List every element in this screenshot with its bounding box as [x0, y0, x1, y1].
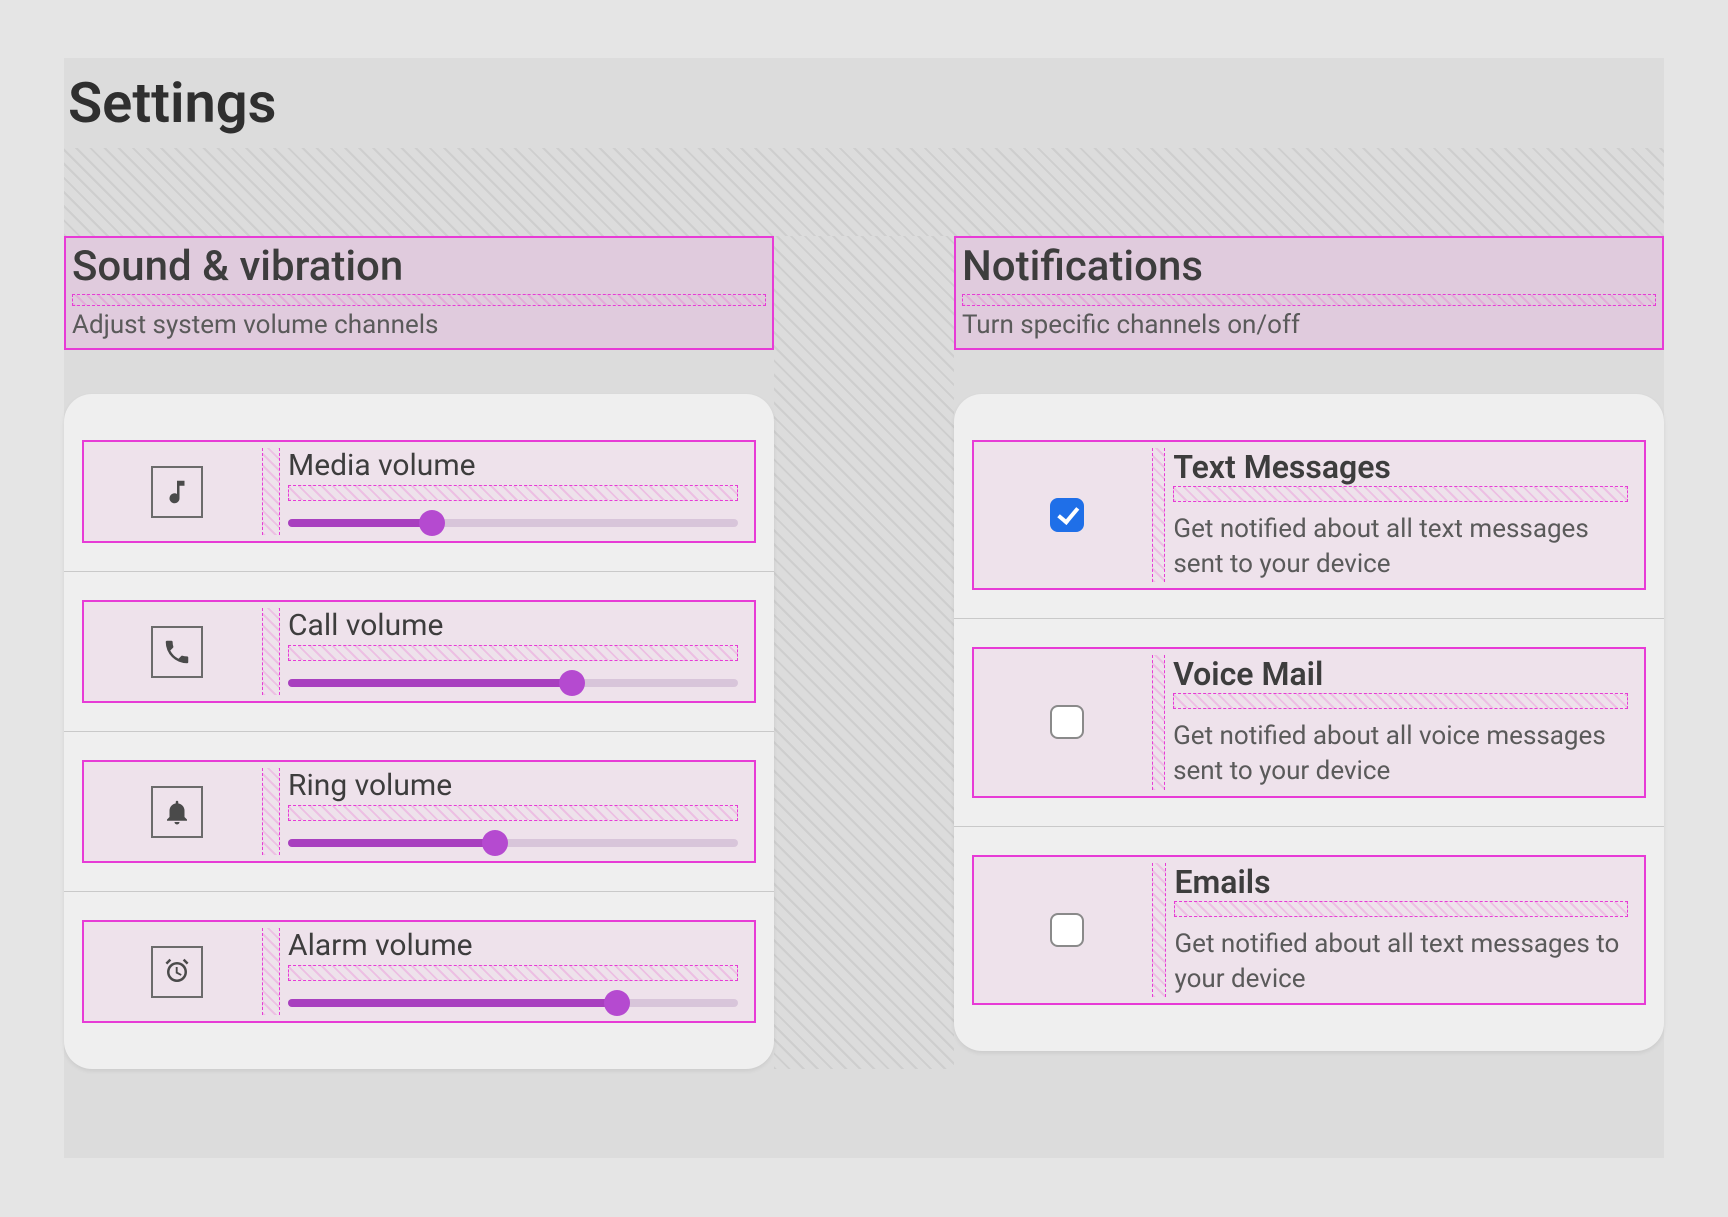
notification-checkbox[interactable] — [1050, 913, 1084, 947]
overlay-hline — [1173, 693, 1628, 709]
checkbox-cell — [982, 498, 1152, 532]
notification-checkbox[interactable] — [1050, 498, 1084, 532]
notification-title: Emails — [1174, 863, 1628, 901]
sound-row: Call volume — [82, 600, 756, 703]
icon-cell — [92, 626, 262, 678]
volume-slider[interactable] — [288, 991, 738, 1015]
phone-icon — [151, 626, 203, 678]
notification-row-main: Emails Get notified about all text messag… — [1174, 863, 1636, 997]
row-separator — [954, 826, 1664, 827]
row-separator — [64, 731, 774, 732]
column-notifications: Notifications Turn specific channels on/… — [954, 236, 1664, 1069]
notification-desc: Get notified about all text messages sen… — [1173, 512, 1628, 582]
overlay-divider — [72, 294, 766, 306]
overlay-hline — [1174, 901, 1628, 917]
icon-cell — [92, 466, 262, 518]
overlay-hline — [1173, 486, 1628, 502]
row-separator — [64, 571, 774, 572]
overlay-vline — [262, 448, 280, 535]
column-sound: Sound & vibration Adjust system volume c… — [64, 236, 774, 1069]
notification-row: Text Messages Get notified about all text… — [972, 440, 1646, 590]
alarm-icon — [151, 946, 203, 998]
notification-checkbox[interactable] — [1050, 705, 1084, 739]
volume-slider[interactable] — [288, 671, 738, 695]
sound-row-main: Call volume — [288, 608, 746, 695]
overlay-vline — [1152, 448, 1165, 582]
notification-row: Emails Get notified about all text messag… — [972, 855, 1646, 1005]
icon-cell — [92, 786, 262, 838]
overlay-vline — [262, 768, 280, 855]
slider-label: Ring volume — [288, 768, 738, 803]
page-title: Settings — [64, 58, 1664, 148]
row-separator — [64, 891, 774, 892]
sound-row: Media volume — [82, 440, 756, 543]
overlay-vline — [1152, 655, 1165, 789]
overlay-hline — [288, 965, 738, 981]
section-subtitle-notifications: Turn specific channels on/off — [962, 310, 1656, 340]
checkbox-cell — [982, 913, 1152, 947]
icon-cell — [92, 946, 262, 998]
section-header-sound: Sound & vibration Adjust system volume c… — [64, 236, 774, 350]
sound-row-main: Media volume — [288, 448, 746, 535]
notification-desc: Get notified about all text messages to … — [1174, 927, 1628, 997]
overlay-divider — [962, 294, 1656, 306]
sound-row-main: Alarm volume — [288, 928, 746, 1015]
sound-row: Alarm volume — [82, 920, 756, 1023]
section-title-sound: Sound & vibration — [72, 244, 766, 290]
notification-desc: Get notified about all voice messages se… — [1173, 719, 1628, 789]
section-title-notifications: Notifications — [962, 244, 1656, 290]
notification-row-main: Voice Mail Get notified about all voice m… — [1173, 655, 1636, 789]
overlay-hline — [288, 485, 738, 501]
overlay-vline — [1152, 863, 1166, 997]
settings-canvas: Settings Sound & vibration Adjust system… — [64, 58, 1664, 1158]
section-subtitle-sound: Adjust system volume channels — [72, 310, 766, 340]
overlay-vline — [262, 608, 280, 695]
notification-row: Voice Mail Get notified about all voice m… — [972, 647, 1646, 797]
column-gutter — [774, 236, 954, 1069]
volume-slider[interactable] — [288, 831, 738, 855]
section-header-notifications: Notifications Turn specific channels on/… — [954, 236, 1664, 350]
overlay-hline — [288, 805, 738, 821]
notification-title: Text Messages — [1173, 448, 1628, 486]
slider-label: Alarm volume — [288, 928, 738, 963]
layout-gap-top — [64, 148, 1664, 236]
overlay-hline — [288, 645, 738, 661]
notification-row-main: Text Messages Get notified about all text… — [1173, 448, 1636, 582]
sound-row-main: Ring volume — [288, 768, 746, 855]
sound-row: Ring volume — [82, 760, 756, 863]
row-separator — [954, 618, 1664, 619]
notifications-card: Text Messages Get notified about all text… — [954, 394, 1664, 1051]
slider-label: Call volume — [288, 608, 738, 643]
music-note-icon — [151, 466, 203, 518]
sound-card: Media volume Call volume Ring volume Alarm … — [64, 394, 774, 1069]
bell-icon — [151, 786, 203, 838]
notification-title: Voice Mail — [1173, 655, 1628, 693]
overlay-vline — [262, 928, 280, 1015]
checkbox-cell — [982, 705, 1152, 739]
volume-slider[interactable] — [288, 511, 738, 535]
slider-label: Media volume — [288, 448, 738, 483]
